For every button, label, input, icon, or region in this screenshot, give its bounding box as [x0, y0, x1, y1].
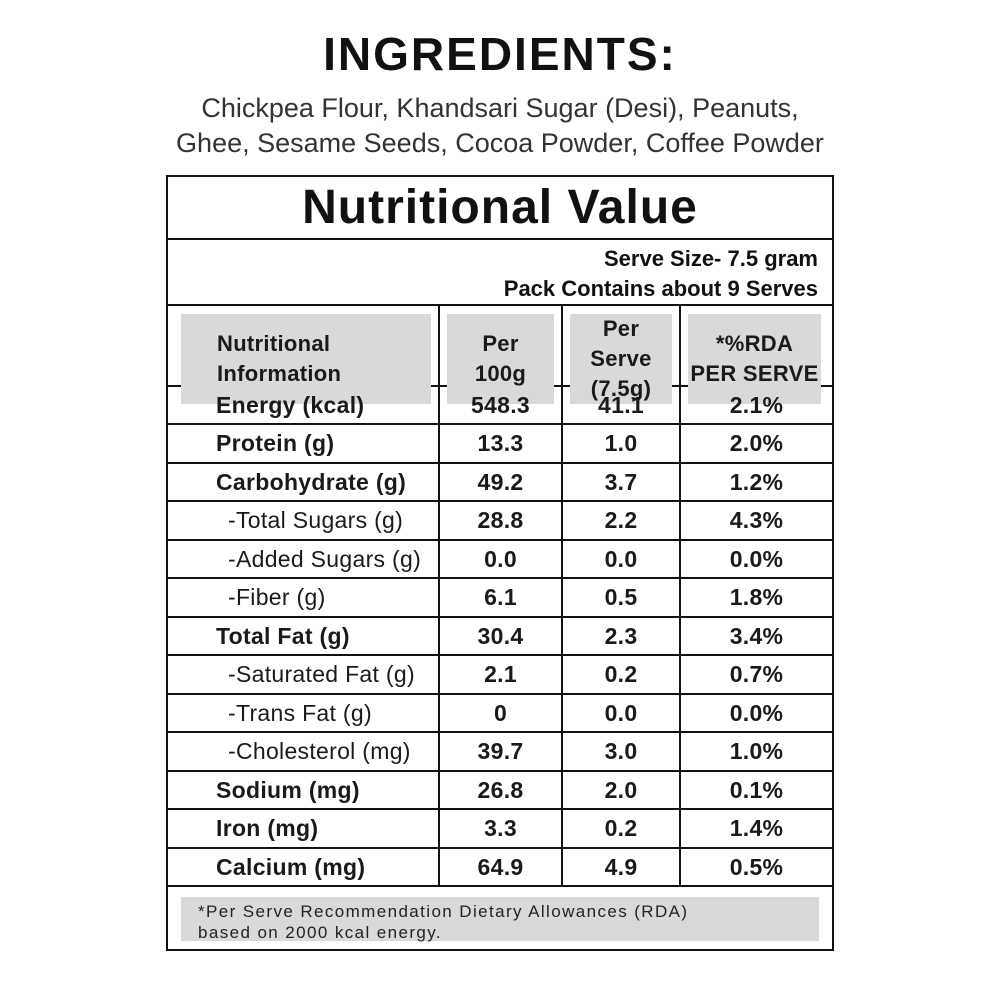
row-label: Sodium (mg) — [216, 776, 360, 803]
header-per100-line-1: Per — [482, 330, 519, 356]
row-per-serve: 2.2 — [561, 502, 679, 539]
row-label: -Saturated Fat (g) — [228, 661, 415, 688]
serve-size-line: Serve Size- 7.5 gram — [603, 245, 818, 271]
table-header-row: Nutritional Information Per 100g Per Ser… — [168, 303, 832, 412]
table-row: -Saturated Fat (g) 2.1 0.2 0.7% — [168, 654, 832, 693]
row-rda-per-serve: 0.0% — [679, 540, 832, 578]
row-rda-per-serve: 0.7% — [679, 656, 832, 693]
table-body: Energy (kcal) 548.3 41.1 2.1% Protein (g… — [168, 384, 832, 886]
header-cell-per-100g: Per 100g — [438, 305, 561, 412]
row-per-100g: 49.2 — [438, 463, 561, 501]
nutrition-table: Nutritional Value Serve Size- 7.5 gram P… — [166, 174, 834, 952]
row-per-100g: 2.1 — [438, 656, 561, 693]
row-label: Protein (g) — [216, 430, 335, 457]
ingredients-list: Chickpea Flour, Khandsari Sugar (Desi), … — [0, 91, 1000, 161]
ingredients-title: INGREDIENTS: — [323, 28, 677, 80]
row-rda-per-serve: 1.8% — [679, 579, 832, 616]
row-per-serve: 1.0 — [561, 425, 679, 462]
row-per-serve: 41.1 — [561, 386, 679, 424]
row-per-serve: 3.7 — [561, 463, 679, 501]
footnote-background: *Per Serve Recommendation Dietary Allowa… — [181, 897, 819, 943]
table-row: Protein (g) 13.3 1.0 2.0% — [168, 423, 832, 462]
table-row: -Fiber (g) 6.1 0.5 1.8% — [168, 577, 832, 616]
row-label: Energy (kcal) — [216, 391, 365, 418]
table-row: -Trans Fat (g) 0 0.0 0.0% — [168, 692, 832, 732]
table-row: Energy (kcal) 548.3 41.1 2.1% — [168, 384, 832, 424]
row-label: -Fiber (g) — [228, 584, 326, 611]
row-per-serve: 0.2 — [561, 656, 679, 693]
serve-info-section: Serve Size- 7.5 gram Pack Contains about… — [168, 237, 832, 304]
row-per-100g: 39.7 — [438, 733, 561, 770]
row-rda-per-serve: 0.1% — [679, 771, 832, 809]
row-label: -Trans Fat (g) — [228, 699, 372, 726]
row-label: -Cholesterol (mg) — [228, 738, 411, 765]
row-per-serve: 4.9 — [561, 848, 679, 886]
footnote-line-1: *Per Serve Recommendation Dietary Allowa… — [198, 902, 689, 922]
footnote-line-2: based on 2000 kcal energy. — [198, 923, 443, 943]
row-per-100g: 13.3 — [438, 425, 561, 462]
row-per-100g: 64.9 — [438, 848, 561, 886]
row-label: Iron (mg) — [216, 815, 319, 842]
header-per100-line-2: 100g — [474, 360, 527, 386]
header-perserve-line-2: (7.5g) — [590, 375, 652, 401]
nutrition-table-title: Nutritional Value — [302, 180, 698, 234]
row-label: Carbohydrate (g) — [216, 468, 407, 495]
row-per-100g: 26.8 — [438, 771, 561, 809]
table-row: Calcium (mg) 64.9 4.9 0.5% — [168, 846, 832, 886]
row-rda-per-serve: 0.5% — [679, 848, 832, 886]
row-per-serve: 0.0 — [561, 540, 679, 578]
ingredients-line-1: Chickpea Flour, Khandsari Sugar (Desi), … — [201, 92, 799, 123]
row-per-serve: 2.3 — [561, 617, 679, 655]
row-rda-per-serve: 2.0% — [679, 425, 832, 462]
row-rda-per-serve: 4.3% — [679, 502, 832, 539]
row-per-100g: 548.3 — [438, 386, 561, 424]
table-row: -Total Sugars (g) 28.8 2.2 4.3% — [168, 500, 832, 539]
row-per-serve: 0.0 — [561, 694, 679, 732]
table-row: -Cholesterol (mg) 39.7 3.0 1.0% — [168, 731, 832, 770]
row-rda-per-serve: 1.4% — [679, 810, 832, 847]
row-rda-per-serve: 1.0% — [679, 733, 832, 770]
row-label: Calcium (mg) — [216, 853, 366, 880]
header-cell-nutritional-information: Nutritional Information — [168, 306, 438, 412]
pack-contains-line: Pack Contains about 9 Serves — [503, 275, 818, 301]
header-cell-per-serve: Per Serve (7.5g) — [561, 305, 679, 412]
row-per-100g: 0.0 — [438, 540, 561, 578]
row-per-serve: 2.0 — [561, 771, 679, 809]
header-info-line-2: Information — [217, 360, 342, 386]
row-label: Total Fat (g) — [216, 622, 350, 649]
row-per-serve: 0.2 — [561, 810, 679, 847]
row-rda-per-serve: 1.2% — [679, 463, 832, 501]
table-row: Sodium (mg) 26.8 2.0 0.1% — [168, 769, 832, 809]
table-footnote: *Per Serve Recommendation Dietary Allowa… — [168, 885, 832, 949]
row-rda-per-serve: 3.4% — [679, 617, 832, 655]
row-rda-per-serve: 2.1% — [679, 386, 832, 424]
row-per-100g: 6.1 — [438, 579, 561, 616]
table-row: Iron (mg) 3.3 0.2 1.4% — [168, 808, 832, 847]
table-row: Total Fat (g) 30.4 2.3 3.4% — [168, 615, 832, 655]
row-per-100g: 3.3 — [438, 810, 561, 847]
header-info-line-1: Nutritional — [217, 330, 331, 356]
row-per-serve: 3.0 — [561, 733, 679, 770]
row-per-100g: 0 — [438, 694, 561, 732]
row-per-100g: 28.8 — [438, 502, 561, 539]
row-rda-per-serve: 0.0% — [679, 694, 832, 732]
row-label: -Added Sugars (g) — [228, 545, 422, 572]
header-cell-rda-per-serve: *%RDA PER SERVE — [679, 305, 832, 412]
row-per-100g: 30.4 — [438, 617, 561, 655]
table-row: -Added Sugars (g) 0.0 0.0 0.0% — [168, 538, 832, 578]
ingredients-line-2: Ghee, Sesame Seeds, Cocoa Powder, Coffee… — [176, 127, 824, 158]
header-perserve-line-1: Per Serve — [590, 315, 652, 371]
row-per-serve: 0.5 — [561, 579, 679, 616]
header-rda-line-2: PER SERVE — [690, 360, 819, 386]
table-row: Carbohydrate (g) 49.2 3.7 1.2% — [168, 461, 832, 501]
row-label: -Total Sugars (g) — [228, 507, 404, 534]
header-rda-line-1: *%RDA — [715, 330, 794, 356]
